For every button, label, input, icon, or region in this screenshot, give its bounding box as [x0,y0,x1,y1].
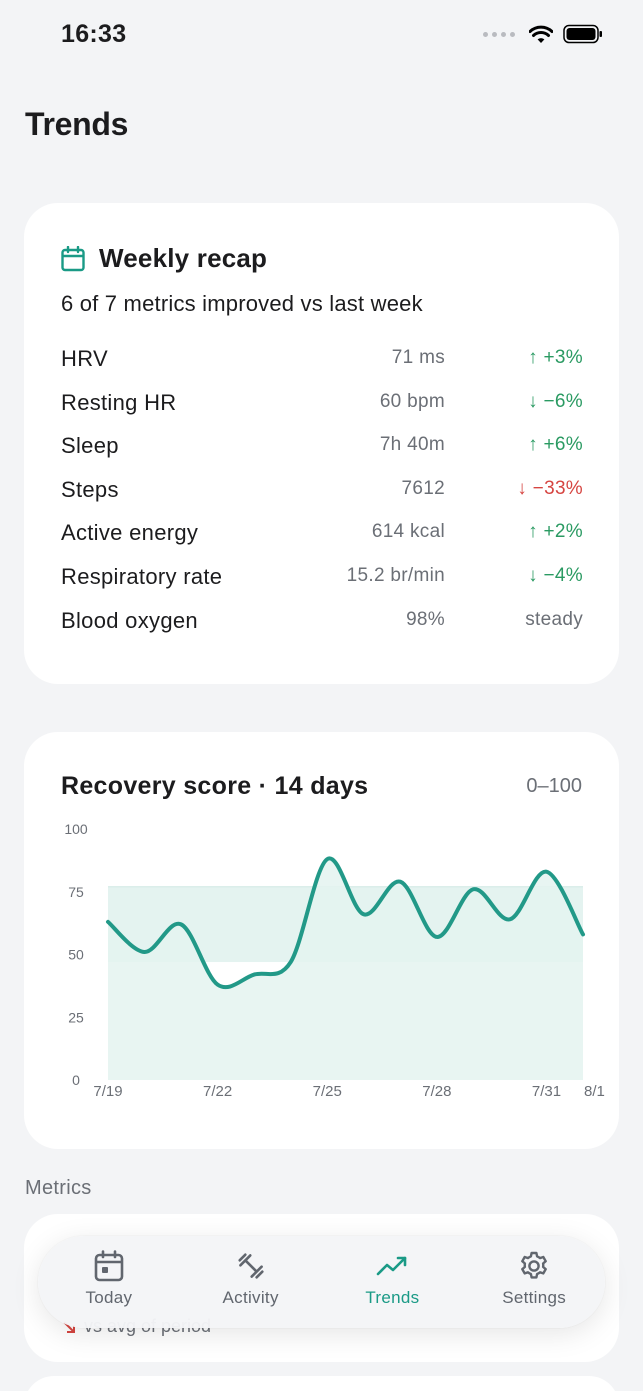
trend-icon [377,1256,407,1276]
x-tick-label: 7/31 [532,1083,561,1100]
weekly-recap-summary: 6 of 7 metrics improved vs last week [61,291,423,316]
calendar-icon [61,245,85,271]
tab-settings-label: Settings [502,1288,567,1307]
x-tick-label: 7/28 [422,1083,451,1100]
metric-value: 7h 40m [379,434,445,456]
x-tick-label: 7/25 [313,1083,342,1100]
wifi-icon [529,25,553,43]
metric-card-next[interactable] [24,1376,619,1391]
metric-value: 7612 [401,477,445,499]
metric-value: 98% [406,608,445,630]
metric-row[interactable]: Active energy 614 kcal ↑ +2% [61,520,583,550]
x-tick-label: 7/22 [203,1083,232,1100]
page-title: Trends [25,106,129,142]
metric-row[interactable]: HRV 71 ms ↑ +3% [61,346,583,376]
metric-name: Resting HR [61,389,177,415]
recovery-area [108,858,583,1080]
metric-row[interactable]: Sleep 7h 40m ↑ +6% [61,433,583,463]
status-bar: 16:33 [0,0,643,74]
status-icons [483,24,603,44]
metric-row[interactable]: Blood oxygen 98% steady [61,608,583,638]
metric-name: HRV [61,346,108,371]
metric-change: ↑ +6% [528,434,583,456]
recovery-chart-card[interactable]: Recovery score · 14 days 0–100 0 25 50 75 10… [24,732,619,1149]
tab-today[interactable]: Today [38,1236,180,1328]
recovery-line [106,856,585,990]
status-time: 16:33 [61,20,127,48]
metric-change: ↑ +3% [528,347,583,368]
metrics-section-label: Metrics [25,1177,92,1199]
cellular-signal-icon [483,31,515,37]
metric-name: Respiratory rate [61,564,223,589]
y-tick-label: 75 [68,884,84,900]
x-tick-label: 7/19 [93,1083,122,1100]
metric-value: 60 bpm [379,390,445,412]
metric-change: ↓ −4% [528,565,583,586]
weekly-recap-title: Weekly recap [99,243,268,273]
weekly-recap-card[interactable]: Weekly recap 6 of 7 metrics improved vs … [24,203,619,684]
dumbbell-icon [238,1253,264,1279]
metric-row[interactable]: Respiratory rate 15.2 br/min ↓ −4% [61,564,583,594]
calendar-icon [94,1250,124,1282]
chart-range-label: 0–100 [526,775,582,797]
y-tick-label: 100 [64,821,88,837]
metric-name: Sleep [61,433,119,459]
metric-value: 614 kcal [371,521,445,543]
y-tick-label: 0 [72,1072,80,1088]
tab-trends[interactable]: Trends [322,1236,464,1328]
tab-bar: Today Activity Trends Settings [38,1236,605,1328]
chart-title: Recovery score · 14 days [61,772,369,800]
tab-today-label: Today [85,1288,133,1307]
recovery-chart: 0 25 50 75 100 7/19 7/22 7/25 7/28 7/31 8/1 [64,821,605,1100]
metric-change: ↓ −33% [517,477,583,499]
y-tick-label: 50 [68,947,84,963]
y-tick-label: 25 [68,1009,84,1025]
tab-activity[interactable]: Activity [180,1236,322,1328]
metric-change: ↑ +2% [528,521,583,543]
metric-row[interactable]: Steps 7612 ↓ −33% [61,477,583,507]
tab-activity-label: Activity [222,1288,279,1307]
x-tick-label: 8/1 [584,1083,605,1100]
battery-icon [563,24,602,44]
metric-name: Steps [61,476,119,502]
metric-change: steady [525,608,583,630]
tab-trends-label: Trends [365,1288,420,1307]
metric-value: 71 ms [391,347,445,368]
weekly-recap-header: Weekly recap [61,243,267,274]
gear-icon [521,1251,548,1279]
metric-name: Blood oxygen [61,607,198,633]
metric-value: 15.2 br/min [346,565,445,586]
metric-change: ↓ −6% [528,390,583,412]
metric-row[interactable]: Resting HR 60 bpm ↓ −6% [61,390,583,420]
tab-settings[interactable]: Settings [463,1236,605,1328]
metric-name: Active energy [61,520,199,546]
